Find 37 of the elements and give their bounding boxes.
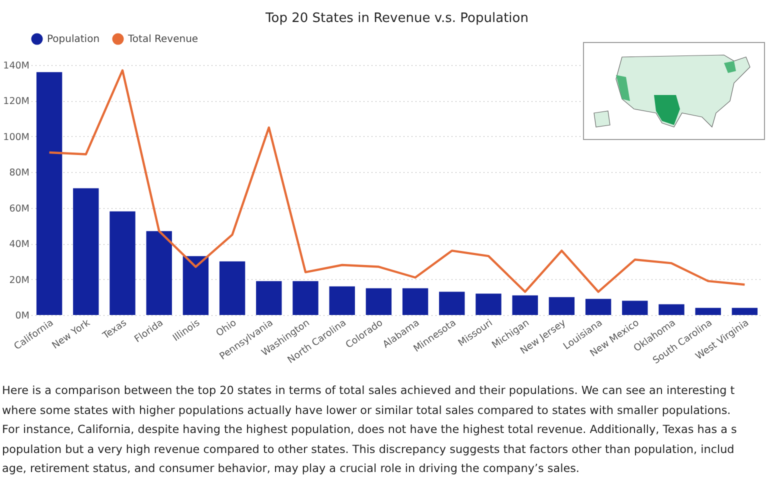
text: population but a very high revenue compared to other states. This discrepancy suggests that factors other than population, includ xyxy=(2,442,736,458)
bar xyxy=(36,72,62,315)
y-tick-label: 140M xyxy=(3,60,30,72)
bar xyxy=(585,298,612,315)
y-tick-label: 0M xyxy=(15,310,30,322)
bar xyxy=(476,294,502,315)
text: where some states with higher populations actually have lower or similar total sales compared to states with smaller populations. xyxy=(2,402,732,418)
bar xyxy=(329,286,355,315)
bar xyxy=(219,261,246,315)
bar xyxy=(732,308,758,315)
y-tick-label: 20M xyxy=(9,274,30,286)
y-tick-label: 100M xyxy=(3,132,30,143)
bar xyxy=(366,288,392,315)
text: Here is a comparison between the top 20 states in terms of total sales achieved and their populations. We can see an interesting t xyxy=(2,383,736,399)
bar xyxy=(182,256,209,315)
legend-label: Population xyxy=(47,34,100,45)
bar xyxy=(439,292,465,315)
bar xyxy=(695,308,721,315)
bar xyxy=(512,295,538,315)
y-tick-label: 40M xyxy=(9,239,30,250)
bar xyxy=(110,211,136,315)
bar xyxy=(73,188,99,315)
legend-label: Total Revenue xyxy=(127,34,198,45)
y-tick-label: 80M xyxy=(9,168,30,179)
bar xyxy=(256,281,282,315)
bar xyxy=(402,288,428,315)
bar xyxy=(658,304,684,315)
y-tick-label: 60M xyxy=(9,203,30,214)
bar xyxy=(146,231,172,315)
bar xyxy=(622,300,648,315)
line-series xyxy=(48,69,746,293)
y-tick-label: 120M xyxy=(3,96,30,108)
bar xyxy=(292,281,318,315)
text: age, retirement status, and consumer behavior, may play a crucial role in driving the company’s sales. xyxy=(2,461,580,477)
text: For instance, California, despite having the highest population, does not have the highest total revenue. Additionally, Texas has a s xyxy=(2,422,738,438)
chart-title: Top 20 States in Revenue v.s. Population xyxy=(264,11,528,26)
bar xyxy=(548,297,575,315)
